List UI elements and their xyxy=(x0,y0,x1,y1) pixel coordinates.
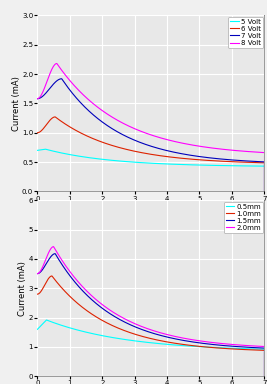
1.5mm xyxy=(192,340,195,344)
8 Volt xyxy=(136,127,139,132)
1.0mm xyxy=(50,274,53,278)
0.5mm xyxy=(128,338,131,343)
0.5mm xyxy=(45,318,48,322)
8 Volt xyxy=(192,143,195,147)
5 Volt xyxy=(59,151,62,155)
5 Volt xyxy=(213,163,216,168)
1.0mm xyxy=(213,346,216,350)
0.5mm xyxy=(136,339,139,344)
5 Volt xyxy=(263,164,266,169)
6 Volt xyxy=(192,157,195,162)
1.0mm xyxy=(192,343,195,348)
6 Volt xyxy=(213,159,216,163)
0.5mm xyxy=(192,344,195,349)
6 Volt xyxy=(263,161,266,165)
1.0mm xyxy=(128,330,131,335)
7 Volt xyxy=(128,136,131,140)
6 Volt xyxy=(217,159,220,163)
1.5mm xyxy=(213,343,216,347)
8 Volt xyxy=(217,147,220,151)
Line: 7 Volt: 7 Volt xyxy=(37,79,264,162)
Line: 6 Volt: 6 Volt xyxy=(37,117,264,163)
1.5mm xyxy=(263,346,266,350)
0.5mm xyxy=(263,347,266,352)
1.5mm xyxy=(59,260,62,265)
8 Volt xyxy=(55,61,58,66)
6 Volt xyxy=(53,114,57,119)
Line: 8 Volt: 8 Volt xyxy=(37,63,264,152)
Line: 2.0mm: 2.0mm xyxy=(37,247,264,346)
1.5mm xyxy=(136,326,139,330)
6 Volt xyxy=(59,119,62,123)
Y-axis label: Current (mA): Current (mA) xyxy=(18,261,27,316)
7 Volt xyxy=(36,96,39,101)
0.5mm xyxy=(217,345,220,350)
6 Volt xyxy=(136,149,139,154)
0.5mm xyxy=(213,345,216,350)
7 Volt xyxy=(59,76,62,81)
2.0mm xyxy=(213,341,216,345)
Legend: 5 Volt, 6 Volt, 7 Volt, 8 Volt: 5 Volt, 6 Volt, 7 Volt, 8 Volt xyxy=(228,17,263,48)
8 Volt xyxy=(213,146,216,151)
7 Volt xyxy=(192,153,195,158)
1.0mm xyxy=(36,292,39,296)
8 Volt xyxy=(128,124,131,129)
1.5mm xyxy=(36,271,39,276)
6 Volt xyxy=(36,131,39,135)
7 Volt xyxy=(217,157,220,161)
1.0mm xyxy=(263,348,266,353)
1.0mm xyxy=(217,346,220,350)
5 Volt xyxy=(44,147,47,152)
5 Volt xyxy=(136,160,139,165)
1.5mm xyxy=(53,252,57,256)
2.0mm xyxy=(36,271,39,276)
7 Volt xyxy=(136,139,139,144)
2.0mm xyxy=(59,256,62,261)
2.0mm xyxy=(52,244,55,249)
1.5mm xyxy=(128,322,131,327)
5 Volt xyxy=(128,159,131,164)
Y-axis label: Current (mA): Current (mA) xyxy=(11,76,21,131)
2.0mm xyxy=(192,338,195,342)
0.5mm xyxy=(36,327,39,332)
1.0mm xyxy=(59,285,62,289)
7 Volt xyxy=(60,76,63,81)
8 Volt xyxy=(36,96,39,101)
2.0mm xyxy=(128,319,131,323)
7 Volt xyxy=(213,156,216,161)
Line: 5 Volt: 5 Volt xyxy=(37,149,264,166)
Line: 1.5mm: 1.5mm xyxy=(37,254,264,348)
2.0mm xyxy=(136,323,139,327)
0.5mm xyxy=(59,323,62,328)
7 Volt xyxy=(263,160,266,164)
5 Volt xyxy=(217,163,220,168)
Line: 0.5mm: 0.5mm xyxy=(37,320,264,349)
Legend: 0.5mm, 1.0mm, 1.5mm, 2.0mm: 0.5mm, 1.0mm, 1.5mm, 2.0mm xyxy=(223,202,263,233)
5 Volt xyxy=(192,162,195,167)
Text: (a)   Voltage at 5,6,7, and 8V: (a) Voltage at 5,6,7, and 8V xyxy=(80,244,221,253)
1.0mm xyxy=(136,333,139,337)
Line: 1.0mm: 1.0mm xyxy=(37,276,264,350)
8 Volt xyxy=(59,67,62,71)
6 Volt xyxy=(128,148,131,152)
X-axis label: Time (Min.): Time (Min.) xyxy=(127,203,174,212)
8 Volt xyxy=(263,150,266,155)
5 Volt xyxy=(36,148,39,153)
2.0mm xyxy=(217,341,220,346)
2.0mm xyxy=(263,344,266,349)
1.5mm xyxy=(217,343,220,348)
